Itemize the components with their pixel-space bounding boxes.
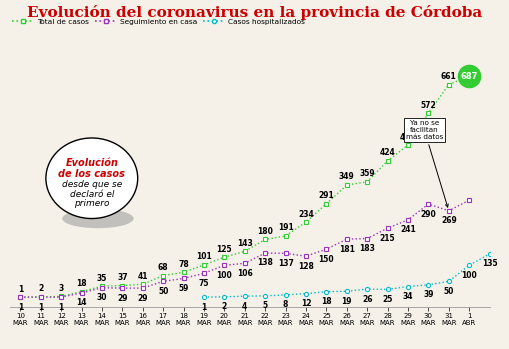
Text: 687: 687: [460, 72, 477, 81]
Text: 50: 50: [443, 287, 453, 296]
Text: 78: 78: [178, 260, 189, 269]
Text: 25: 25: [382, 295, 392, 304]
Ellipse shape: [62, 209, 133, 228]
Text: 106: 106: [237, 269, 252, 278]
Text: 34: 34: [402, 292, 412, 301]
Text: 8: 8: [282, 300, 288, 309]
Text: 41: 41: [137, 272, 148, 281]
Text: 1: 1: [18, 284, 23, 294]
Text: 5: 5: [262, 301, 267, 310]
Text: 19: 19: [341, 297, 351, 306]
Text: 59: 59: [178, 284, 188, 293]
Text: 135: 135: [481, 259, 496, 268]
Text: 18: 18: [321, 297, 331, 306]
Legend: Total de casos, Seguimiento en casa, Casos hospitalizados: Total de casos, Seguimiento en casa, Cas…: [9, 16, 307, 28]
Text: 39: 39: [422, 290, 433, 299]
Text: 100: 100: [461, 271, 476, 280]
Text: 215: 215: [379, 234, 394, 243]
Text: 180: 180: [257, 227, 273, 236]
Text: 75: 75: [199, 279, 209, 288]
Text: Ya no se
facilitan
más datos: Ya no se facilitan más datos: [405, 120, 447, 207]
Text: 424: 424: [379, 148, 394, 157]
Text: desde que se: desde que se: [62, 180, 122, 189]
Text: 161: 161: [0, 348, 1, 349]
Text: 2: 2: [221, 302, 227, 311]
Text: 234: 234: [298, 209, 313, 218]
Text: 200: 200: [0, 348, 1, 349]
Ellipse shape: [46, 138, 137, 218]
Text: 291: 291: [318, 191, 333, 200]
Text: 29: 29: [137, 294, 148, 303]
Text: 14: 14: [76, 298, 87, 307]
Text: 30: 30: [97, 293, 107, 302]
Text: 1: 1: [201, 303, 206, 312]
Text: 359: 359: [359, 169, 374, 178]
Text: Evolución: Evolución: [65, 158, 118, 168]
Text: 100: 100: [216, 271, 232, 280]
Text: 288: 288: [0, 348, 1, 349]
Text: primero: primero: [74, 199, 109, 208]
Text: 221: 221: [0, 348, 1, 349]
Text: 572: 572: [420, 101, 435, 110]
Text: 101: 101: [196, 252, 211, 261]
Text: 26: 26: [361, 295, 372, 304]
Text: 181: 181: [338, 245, 354, 254]
Text: 137: 137: [277, 259, 293, 268]
Text: 35: 35: [97, 274, 107, 283]
Text: 50: 50: [158, 287, 168, 296]
Text: 128: 128: [297, 262, 314, 271]
Text: 138: 138: [257, 259, 273, 267]
Text: 29: 29: [117, 294, 127, 303]
Text: 37: 37: [117, 273, 127, 282]
Text: 1: 1: [18, 303, 23, 312]
Text: 191: 191: [277, 223, 293, 232]
Text: 3: 3: [59, 284, 64, 293]
Text: 349: 349: [338, 172, 354, 181]
Text: 12: 12: [300, 299, 310, 308]
Text: declaró el: declaró el: [69, 190, 114, 199]
Text: 150: 150: [318, 255, 333, 263]
Text: 125: 125: [216, 245, 232, 254]
Text: 18: 18: [76, 279, 87, 288]
Text: 183: 183: [358, 244, 375, 253]
Text: 269: 269: [440, 216, 456, 225]
Text: 4: 4: [242, 302, 247, 311]
Text: 143: 143: [237, 239, 252, 248]
Text: Evolución del coronavirus en la provincia de Córdoba: Evolución del coronavirus en la provinci…: [27, 5, 482, 20]
Text: 1: 1: [59, 303, 64, 312]
Text: 473: 473: [399, 133, 415, 142]
Text: 168: 168: [0, 348, 1, 349]
Text: 1: 1: [38, 303, 43, 312]
Text: 661: 661: [440, 72, 456, 81]
Text: de los casos: de los casos: [58, 169, 125, 179]
Text: 2: 2: [38, 284, 43, 293]
Text: 241: 241: [400, 225, 415, 234]
Text: 290: 290: [420, 209, 435, 218]
Text: 68: 68: [158, 263, 168, 272]
